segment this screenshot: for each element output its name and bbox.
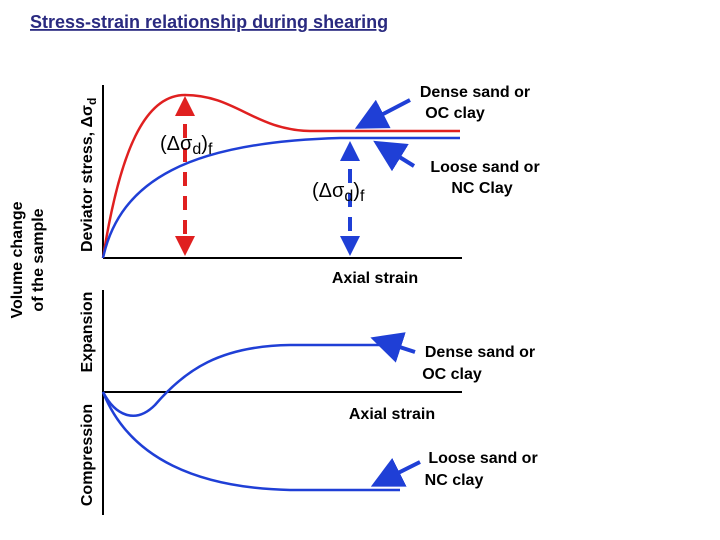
dense-label: Dense sand or bbox=[425, 344, 535, 361]
loose-label: Loose sand or bbox=[428, 450, 537, 467]
loose-curve bbox=[101, 136, 460, 259]
y-axis-label: Volume change bbox=[9, 201, 26, 318]
pointer-arrow bbox=[373, 140, 416, 172]
dense-curve bbox=[101, 343, 400, 417]
pointer-arrow bbox=[354, 98, 411, 129]
loose-label: Loose sand or bbox=[430, 159, 539, 176]
loose-label: NC Clay bbox=[451, 180, 512, 197]
loose-label: NC clay bbox=[425, 472, 484, 489]
y-axis-label: of the sample bbox=[30, 208, 47, 311]
compression-label: Compression bbox=[79, 404, 96, 506]
dense-label: OC clay bbox=[422, 366, 482, 383]
dense-curve bbox=[101, 93, 460, 259]
peak-label: (Δσd)f bbox=[160, 133, 213, 158]
x-axis-label: Axial strain bbox=[349, 406, 435, 423]
loose-curve bbox=[101, 391, 400, 492]
pointer-arrow bbox=[370, 332, 416, 363]
ultimate-label: (Δσd)f bbox=[312, 180, 365, 205]
expansion-label: Expansion bbox=[79, 292, 96, 373]
pointer-arrow bbox=[370, 457, 421, 487]
x-axis-label: Axial strain bbox=[332, 270, 418, 287]
title: Stress-strain relationship during sheari… bbox=[30, 12, 388, 32]
dense-label: Dense sand or bbox=[420, 84, 530, 101]
y-axis-label: Deviator stress, Δσd bbox=[79, 98, 99, 252]
dense-label: OC clay bbox=[425, 105, 485, 122]
